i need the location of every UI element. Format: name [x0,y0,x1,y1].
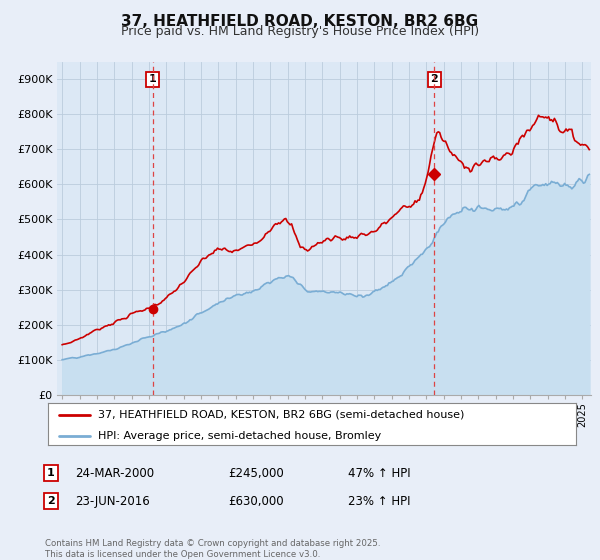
Text: 1: 1 [149,74,157,84]
Text: Price paid vs. HM Land Registry's House Price Index (HPI): Price paid vs. HM Land Registry's House … [121,25,479,38]
Text: 37, HEATHFIELD ROAD, KESTON, BR2 6BG (semi-detached house): 37, HEATHFIELD ROAD, KESTON, BR2 6BG (se… [98,410,464,420]
Text: 37, HEATHFIELD ROAD, KESTON, BR2 6BG: 37, HEATHFIELD ROAD, KESTON, BR2 6BG [121,14,479,29]
Text: 47% ↑ HPI: 47% ↑ HPI [348,466,410,480]
Text: 24-MAR-2000: 24-MAR-2000 [75,466,154,480]
Text: 1: 1 [47,468,55,478]
Text: 2: 2 [431,74,439,84]
Text: £245,000: £245,000 [228,466,284,480]
Text: HPI: Average price, semi-detached house, Bromley: HPI: Average price, semi-detached house,… [98,431,382,441]
Text: £630,000: £630,000 [228,494,284,508]
Text: 23% ↑ HPI: 23% ↑ HPI [348,494,410,508]
Text: Contains HM Land Registry data © Crown copyright and database right 2025.
This d: Contains HM Land Registry data © Crown c… [45,539,380,559]
Text: 23-JUN-2016: 23-JUN-2016 [75,494,150,508]
Text: 2: 2 [47,496,55,506]
